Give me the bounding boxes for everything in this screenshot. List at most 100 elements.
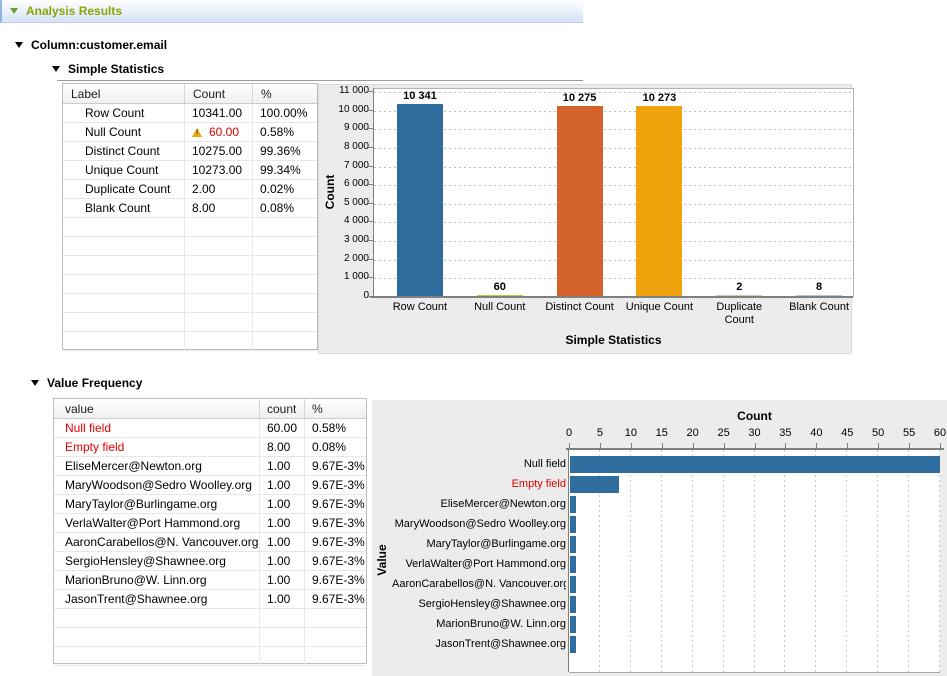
category-label-marionbruno-w-linn-org: MarionBruno@W. Linn.org [436,618,566,630]
cell-: 9.67E-3% [305,457,366,475]
bar-value-label: 8 [816,281,823,293]
y-tick-label: 6 000 [343,178,369,190]
cell-empty [54,628,260,646]
table-row[interactable]: EliseMercer@Newton.org 1.00 9.67E-3% [54,457,366,476]
table-row-empty [54,628,366,647]
cell-text: VerlaWalter@Port Hammond.org [65,516,241,530]
table-row[interactable]: JasonTrent@Shawnee.org 1.00 9.67E-3% [54,590,366,609]
cell-text: 1.00 [267,478,291,492]
table-row[interactable]: Unique Count 10273.00 99.34% [63,161,317,180]
x-tick-label: 5 [596,427,603,439]
cell-: 9.67E-3% [305,533,366,551]
table-row[interactable]: Row Count 10341.00 100.00% [63,104,317,123]
section-column-email[interactable]: Column:customer.email [15,38,167,52]
analysis-results-titlebar[interactable]: Analysis Results [0,0,583,23]
simple-statistics-table: Label Count% Row Count 10341.00 100.00% Null … [62,83,318,351]
bar-verlawalter-port-hammond-org [570,556,576,573]
cell-label: Unique Count [63,161,185,179]
cell-empty [63,275,185,293]
bar-value-label: 60 [493,281,506,293]
column-header-[interactable]: % [261,86,272,101]
y-tick-label: 8 000 [343,140,369,152]
category-label-blank-count: Blank Count [789,301,850,313]
table-row[interactable]: Null field 60.00 0.58% [54,419,366,438]
cell-: 0.02% [253,180,317,198]
x-tick-mark [754,443,756,448]
cell-value: JasonTrent@Shawnee.org [54,590,260,608]
cell-empty [260,647,305,665]
collapse-triangle-icon[interactable] [15,42,23,48]
gridline [598,450,600,672]
column-header-count[interactable]: count [260,399,305,418]
column-header-label[interactable]: Label [63,84,185,103]
table-row[interactable]: VerlaWalter@Port Hammond.org 1.00 9.67E-3% [54,514,366,533]
x-tick-label: 15 [655,427,668,439]
cell-empty [253,313,317,331]
cell-label: Blank Count [63,199,185,217]
cell-text: 1.00 [267,516,291,530]
collapse-triangle-icon[interactable] [52,66,60,72]
cell-count: 1.00 [260,571,305,589]
category-label-jasontrent-shawnee-org: JasonTrent@Shawnee.org [435,638,566,650]
cell-text: 0.02% [260,182,295,196]
cell-text: 0.58% [312,421,347,435]
x-tick-mark [940,443,941,448]
y-axis-title: Value [375,544,389,576]
y-tick-label: 4 000 [343,215,369,227]
collapse-triangle-icon[interactable] [10,8,18,14]
cell-text: 99.34% [260,163,301,177]
cell-text: 9.67E-3% [312,535,365,549]
cell-count: 10275.00 [185,142,253,160]
collapse-triangle-icon[interactable] [31,380,39,386]
table-row[interactable]: Empty field 8.00 0.08% [54,438,366,457]
table-row[interactable]: Distinct Count 10275.00 99.36% [63,142,317,161]
table-row[interactable]: MaryTaylor@Burlingame.org 1.00 9.67E-3% [54,495,366,514]
table-row-empty [54,647,366,666]
category-label-unique-count: Unique Count [625,301,694,313]
bar-distinct-count [556,106,603,297]
table-row[interactable]: SergioHensley@Shawnee.org 1.00 9.67E-3% [54,552,366,571]
cell-empty [185,237,253,255]
cell-text: 8.00 [192,201,216,215]
category-label-verlawalter-port-hammond-org: VerlaWalter@Port Hammond.org [405,558,566,570]
table-row[interactable]: Blank Count 8.00 0.08% [63,199,317,218]
cell-empty [253,294,317,312]
column-header-value[interactable]: value [54,399,260,418]
column-header-count[interactable]: Count [185,84,253,103]
table-row[interactable]: MaryWoodson@Sedro Woolley.org 1.00 9.67E-3… [54,476,366,495]
cell-value: Empty field [54,438,260,456]
cell-value: MaryWoodson@Sedro Woolley.org [54,476,260,494]
table-row[interactable]: AaronCarabellos@N. Vancouver.org 1.00 9.67… [54,533,366,552]
x-tick-label: 40 [810,427,823,439]
cell-text: 1.00 [267,459,291,473]
cell-text: 9.67E-3% [312,592,365,606]
cell-count: 8.00 [185,199,253,217]
cell-: 99.34% [253,161,317,179]
x-tick-mark [723,443,725,448]
section-simple-statistics[interactable]: Simple Statistics [52,62,164,76]
section-value-frequency[interactable]: Value Frequency [31,376,142,390]
table-row[interactable]: MarionBruno@W. Linn.org 1.00 9.67E-3% [54,571,366,590]
cell-text: 9.67E-3% [312,573,365,587]
table-row[interactable]: Duplicate Count 2.00 0.02% [63,180,317,199]
gridline [753,450,755,672]
cell-text: Null field [65,421,112,435]
cell-: 9.67E-3% [305,514,366,532]
cell-text: 100.00% [260,106,308,120]
table-row[interactable]: Null Count 60.00 0.58% [63,123,317,142]
cell-label: Row Count [63,104,185,122]
cell-empty [63,256,185,274]
chart-plot-area: 10 341 60 10 275 10 273 2 8 [374,88,854,297]
cell-count: 8.00 [260,438,305,456]
cell-empty [185,275,253,293]
y-tick-label: 10 000 [338,103,369,115]
gridline [877,450,879,672]
column-header-[interactable]: % [312,401,323,416]
cell-: 9.67E-3% [305,590,366,608]
cell-text: 2.00 [192,182,216,196]
cell-empty [260,609,305,627]
gridline [374,129,853,131]
section-card-border [57,80,583,81]
y-tick-label: 1 000 [343,271,369,283]
value-frequency-table: value count% Null field 60.00 0.58% Empty fie… [53,398,367,666]
